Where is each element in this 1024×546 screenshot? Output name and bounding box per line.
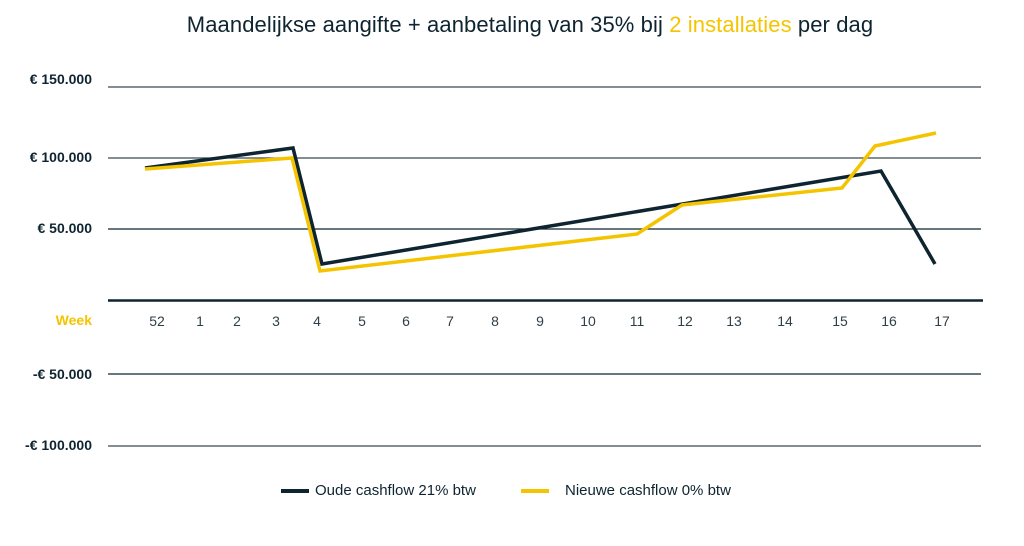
- x-tick: 8: [491, 313, 499, 329]
- x-tick: 12: [677, 313, 693, 329]
- legend-label-old: Oude cashflow 21% btw: [315, 482, 476, 499]
- x-tick: 15: [832, 313, 848, 329]
- chart-title: Maandelijkse aangifte + aanbetaling van …: [0, 12, 1024, 38]
- y-tick-50000: € 50.000: [37, 220, 93, 236]
- y-tick-minus-100000: -€ 100.000: [25, 437, 92, 453]
- series-new-cashflow-line: [144, 131, 937, 273]
- x-tick: 13: [726, 313, 742, 329]
- x-axis-label: Week: [55, 312, 92, 328]
- x-tick: 17: [934, 313, 950, 329]
- gridlines: [108, 86, 983, 447]
- y-tick-minus-50000: -€ 50.000: [32, 366, 92, 382]
- x-tick: 6: [402, 313, 410, 329]
- title-highlight: 2 installaties: [669, 12, 792, 37]
- x-tick: 5: [358, 313, 366, 329]
- x-tick: 11: [629, 313, 645, 329]
- legend-swatch-yellow-icon: [521, 488, 549, 493]
- series-old-cashflow-line: [144, 146, 937, 266]
- y-tick-150000: € 150.000: [29, 71, 92, 87]
- x-tick: 4: [313, 313, 321, 329]
- x-tick: 3: [272, 313, 280, 329]
- x-tick: 10: [580, 313, 596, 329]
- legend-item-old: Oude cashflow 21% btw: [281, 482, 476, 499]
- title-part-2: per dag: [791, 12, 874, 37]
- legend-label-new: Nieuwe cashflow 0% btw: [565, 482, 731, 499]
- y-tick-100000: € 100.000: [29, 149, 92, 165]
- x-tick: 52: [149, 313, 165, 329]
- x-tick: 16: [881, 313, 897, 329]
- x-tick: 1: [196, 313, 204, 329]
- title-part-1: Maandelijkse aangifte + aanbetaling van …: [186, 12, 670, 37]
- legend: Oude cashflow 21% btw Nieuwe cashflow 0%…: [0, 482, 1024, 504]
- x-tick: 2: [233, 313, 241, 329]
- x-tick: 9: [536, 313, 544, 329]
- legend-item-new: Nieuwe cashflow 0% btw: [521, 482, 731, 499]
- x-tick: 7: [446, 313, 454, 329]
- legend-swatch-dark-icon: [281, 488, 309, 493]
- x-tick: 14: [777, 313, 793, 329]
